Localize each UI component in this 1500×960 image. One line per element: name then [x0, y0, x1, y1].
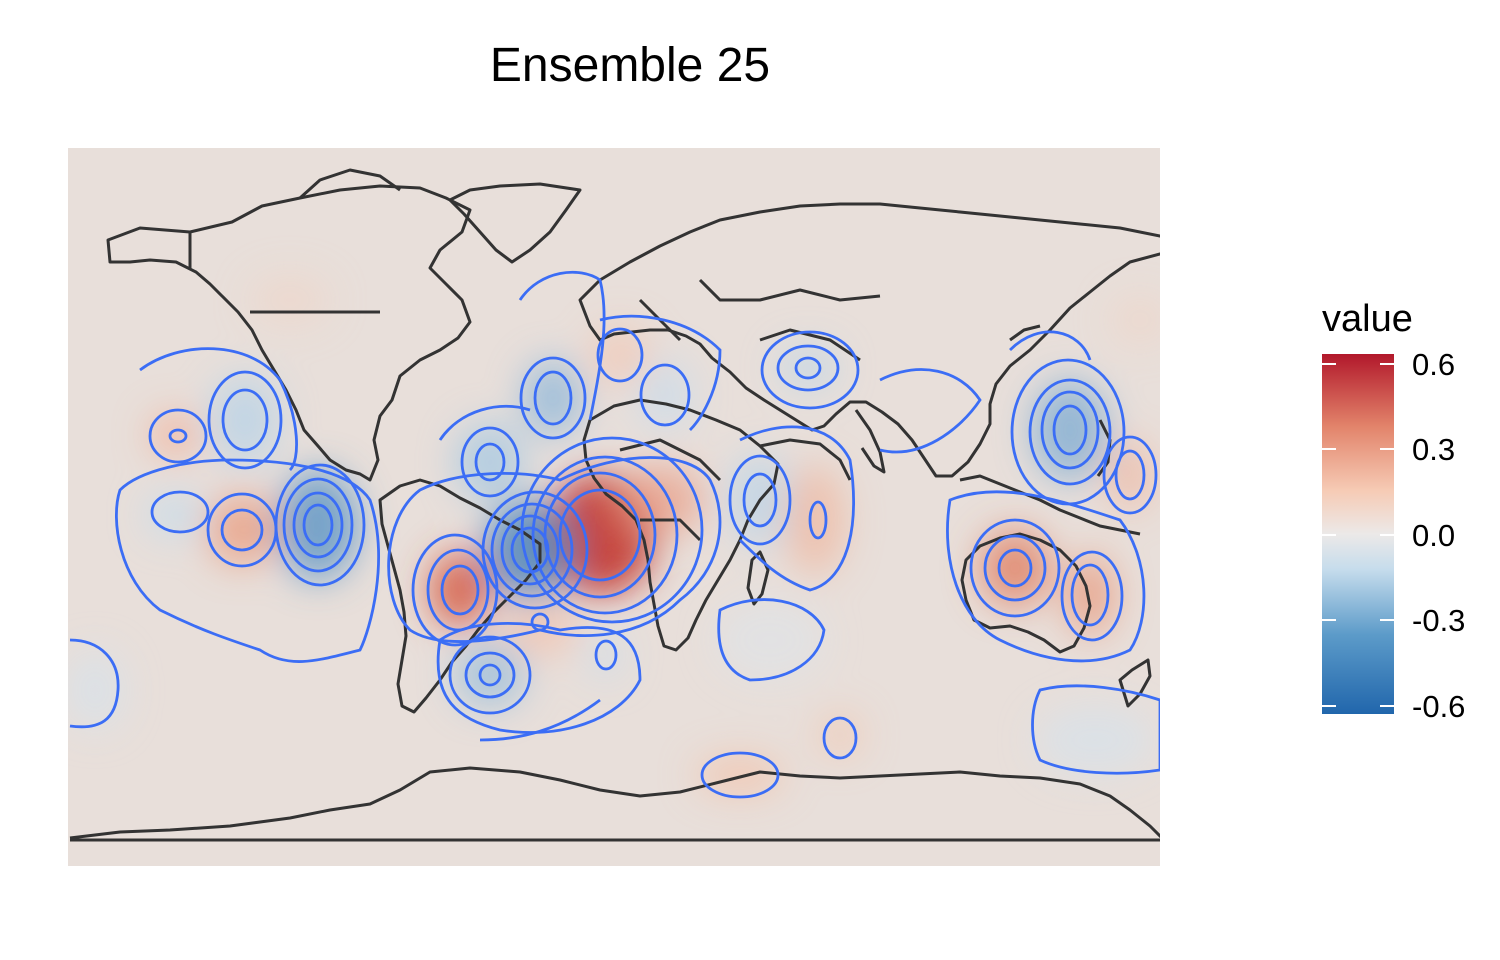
africa-outline — [582, 398, 780, 652]
legend-tick-label: 0.6 — [1412, 347, 1456, 382]
map-title: Ensemble 25 — [489, 39, 771, 92]
contour-lines — [69, 270, 1160, 799]
antarctica-outline — [69, 766, 1160, 840]
greenland-outline — [448, 182, 582, 264]
value-field — [68, 275, 1160, 795]
legend-title: value — [1322, 298, 1413, 340]
legend-tick-label: -0.3 — [1412, 603, 1466, 638]
se-asia-outline — [959, 474, 1141, 536]
legend-tick-label: 0.3 — [1412, 432, 1456, 467]
madagascar-outline — [746, 550, 770, 606]
new-zealand-outline — [1118, 658, 1152, 708]
legend-ticks — [1322, 363, 1394, 707]
land-outlines — [69, 168, 1160, 842]
legend-tick-label: -0.6 — [1412, 689, 1466, 724]
legend-tick-label: 0.0 — [1412, 518, 1456, 553]
